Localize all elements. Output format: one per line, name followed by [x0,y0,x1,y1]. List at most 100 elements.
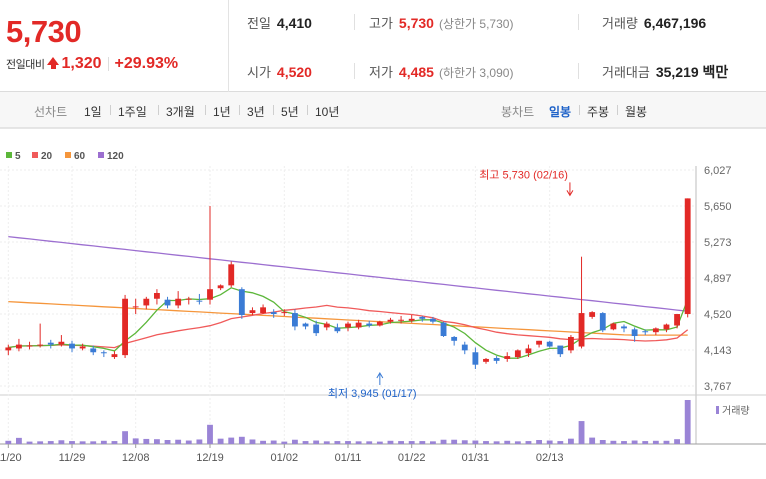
volume-bar [366,441,373,444]
volume-bar [451,439,458,444]
period-3m[interactable]: 3개월 [166,105,195,119]
candle-body [440,322,447,337]
divider [578,14,579,30]
candle-body [589,312,596,317]
candle [334,323,341,334]
volume-bar [493,441,500,444]
candle [504,352,511,362]
high-label: 고가 [369,16,393,31]
candle-monthly[interactable]: 월봉 [625,105,648,119]
legend-swatch-60 [65,152,71,158]
candle-body [387,319,394,322]
volume-bar [26,441,33,444]
low-value: 4,485 [398,64,434,80]
change-divider [107,57,109,71]
candle-chart-label: 봉차트 [501,105,535,119]
candle [90,345,97,356]
candle [16,338,22,352]
volume-bar [154,439,160,444]
candle-body [132,306,139,308]
y-tick-label: 4,520 [704,309,732,321]
low-cell: 저가 4,485 (하한가 3,090) [369,62,513,81]
candle [408,314,415,323]
x-tick-label: 01/11 [335,452,362,464]
x-tick-label: 01/31 [462,452,490,464]
volume-bar [122,431,128,444]
legend-swatch-120 [98,152,104,158]
current-price: 5,730 [6,14,82,49]
candle [525,344,532,358]
volume-bar [143,438,150,444]
candle-body [366,323,373,326]
volume-bar [546,440,553,444]
period-10y[interactable]: 10년 [315,105,340,119]
candle [79,343,86,351]
candle [345,321,351,332]
candle [175,291,182,309]
divider [307,105,308,115]
candle [557,345,564,358]
candle-body [546,341,553,347]
candle [154,289,160,305]
volume-bar [504,440,511,444]
candle [292,309,298,331]
open-value: 4,520 [276,64,312,80]
volume-bar [58,440,65,444]
period-1y[interactable]: 1년 [213,105,231,119]
candle [568,335,574,354]
period-5y[interactable]: 5년 [281,105,299,119]
candle-body [207,289,213,300]
volume-cell: 거래량 6,467,196 [602,13,706,32]
candle [536,340,542,348]
volume-bar [228,437,235,444]
volume-bar [642,441,649,444]
candle-body [302,323,309,327]
x-tick-label: 11/20 [0,452,22,464]
prev-close-label: 전일 [247,16,271,31]
candle-body [164,299,171,306]
volume-bar [175,439,182,444]
candles [5,198,691,369]
candle-body [69,343,75,349]
candle [355,319,362,330]
current-price-box: 5,730 전일대비 1,320 +29.93% [0,0,229,92]
legend-swatch-20 [32,152,38,158]
candle [281,309,288,316]
volume-bar [663,440,670,444]
legend-label-5: 5 [15,151,21,162]
period-1w[interactable]: 1주일 [118,105,147,119]
divider [579,105,580,115]
candle [313,320,320,337]
high-arrowhead-icon [566,190,574,197]
period-3y[interactable]: 3년 [247,105,265,119]
candle [323,321,330,331]
candle [26,341,33,350]
candle-body [472,352,479,365]
candle [419,315,426,322]
candle-body [355,322,362,328]
volume-bar [674,439,680,444]
volume-bar [525,441,532,444]
divider [110,105,111,115]
legend-label-120: 120 [107,151,124,162]
candle [376,320,383,327]
candle-body [238,289,245,315]
change-rate: +29.93% [114,55,179,72]
volume-bar [37,441,44,444]
high-cell: 고가 5,730 (상한가 5,730) [369,13,513,32]
volume-bar [610,440,617,444]
candle-body [100,352,107,354]
candle-body [185,298,192,300]
open-cell: 시가 4,520 [247,62,312,81]
candle-daily[interactable]: 일봉 [549,105,572,119]
period-toolbar: 선차트 1일 1주일 3개월 1년 3년 5년 10년 봉차트 일봉 주봉 월봉 [0,92,766,128]
x-tick-label: 12/19 [196,452,224,464]
period-1d[interactable]: 1일 [84,105,102,119]
divider [354,14,355,30]
volume-bar [79,441,86,444]
candle-body [631,329,638,337]
divider [158,105,159,115]
candle-weekly[interactable]: 주봉 [587,105,610,119]
x-tick-label: 11/29 [59,452,86,464]
candle-body [430,318,436,322]
